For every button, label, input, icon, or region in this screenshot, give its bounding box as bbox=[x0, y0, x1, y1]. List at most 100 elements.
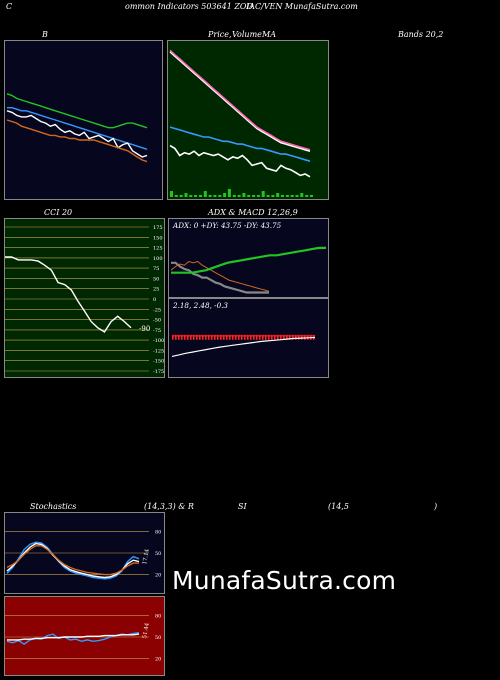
stochastics-tick-label: 50 bbox=[155, 551, 161, 557]
cci-tick-label: -100 bbox=[153, 338, 164, 344]
bollinger-series-3 bbox=[6, 119, 148, 163]
stochastics-panel: 80 50 20 17.14 bbox=[4, 512, 165, 594]
macd-histogram-bar bbox=[280, 334, 282, 340]
volume-bar bbox=[170, 191, 173, 197]
rsi-tick-label: 50 bbox=[155, 635, 161, 641]
volume-bar bbox=[295, 195, 299, 197]
macd-histogram-bar bbox=[229, 334, 231, 340]
macd-histogram-bar bbox=[301, 334, 303, 340]
volume-bar bbox=[271, 195, 275, 197]
macd-histogram-bar bbox=[283, 334, 285, 340]
volume-bar bbox=[276, 193, 280, 197]
bollinger-label: B bbox=[42, 30, 48, 39]
volume-bar bbox=[189, 195, 193, 197]
rsi-chart: 80 50 20 51.44 bbox=[5, 613, 161, 663]
macd-histogram-bar bbox=[226, 334, 228, 340]
macd-histogram-bar bbox=[292, 334, 294, 340]
macd-histogram-bar bbox=[241, 334, 243, 340]
volume-bar bbox=[252, 195, 256, 197]
volume-bar bbox=[218, 195, 222, 197]
rsi-tick-label: 80 bbox=[155, 613, 161, 619]
price-series-0 bbox=[169, 51, 311, 152]
volume-bar bbox=[179, 195, 183, 197]
macd-histogram-bar bbox=[253, 334, 255, 340]
title-part-1: C bbox=[6, 2, 13, 11]
cci-tick-label: -150 bbox=[153, 359, 164, 365]
cci-tick-label: -75 bbox=[153, 328, 161, 334]
rsi-current-label: 51.44 bbox=[142, 622, 151, 639]
volume-bar bbox=[300, 193, 304, 197]
stochastics-series-2 bbox=[6, 545, 139, 576]
macd-histogram-bar bbox=[235, 334, 237, 340]
adx-orange-series-0 bbox=[170, 260, 270, 292]
volume-bar bbox=[310, 195, 313, 197]
macd-histogram-bar bbox=[247, 334, 249, 340]
volume-bar bbox=[256, 195, 260, 197]
macd-histogram-bar bbox=[208, 334, 210, 340]
cci-tick-label: 100 bbox=[153, 256, 163, 262]
cci-tick-label: -25 bbox=[153, 307, 161, 313]
adx-macd-label: ADX & MACD 12,26,9 bbox=[208, 208, 298, 217]
volume-bar bbox=[281, 195, 284, 197]
volume-bar bbox=[199, 195, 202, 197]
volume-bar bbox=[266, 195, 270, 197]
macd-histogram-bar bbox=[277, 334, 279, 340]
macd-histogram-bar bbox=[193, 334, 195, 340]
stochastics-series-0 bbox=[6, 541, 140, 580]
volume-bar bbox=[261, 191, 265, 197]
macd-histogram-bar bbox=[244, 334, 246, 340]
macd-histogram-bar bbox=[214, 334, 216, 340]
volume-bar bbox=[203, 191, 207, 197]
volume-bar bbox=[227, 189, 231, 197]
rsi-series-1 bbox=[7, 633, 140, 641]
stochastics-series-1 bbox=[6, 542, 140, 579]
volume-bar bbox=[208, 195, 212, 197]
cci-tick-label: 75 bbox=[153, 266, 159, 272]
macd-histogram-bar bbox=[274, 334, 276, 340]
volume-label: Volume bbox=[232, 30, 262, 39]
price-label: Price, bbox=[208, 30, 232, 39]
rsi-close-label: ) bbox=[434, 502, 438, 511]
title-part-2: ommon Indicators 503641 ZOD bbox=[125, 2, 253, 11]
macd-histogram-bar bbox=[223, 334, 225, 340]
volume-bar bbox=[213, 195, 217, 197]
stochastics-chart: 80 50 20 17.14 bbox=[5, 529, 161, 580]
macd-histogram-bar bbox=[217, 334, 219, 340]
macd-histogram-bar bbox=[175, 334, 177, 340]
macd-histogram-bar bbox=[181, 334, 183, 340]
volume-bar bbox=[174, 195, 178, 197]
macd-histogram-bar bbox=[196, 334, 198, 340]
bollinger-series-2 bbox=[6, 110, 148, 158]
volume-bar bbox=[184, 193, 188, 197]
rsi-params-label: (14,5 bbox=[328, 502, 349, 511]
macd-title: 2.18, 2.48, -0.3 bbox=[172, 301, 228, 310]
adx-chart: ADX: 0 +DY: 43.75 -DY: 43.75 bbox=[170, 221, 326, 294]
adx-panel: ADX: 0 +DY: 43.75 -DY: 43.75 bbox=[168, 218, 329, 298]
cci-tick-label: -50 bbox=[153, 318, 161, 324]
stochastics-label: Stochastics bbox=[30, 502, 77, 511]
volume-bar bbox=[242, 193, 246, 197]
cci-tick-label: 0 bbox=[153, 297, 156, 303]
price-chart bbox=[169, 49, 313, 197]
ma-label: MA bbox=[262, 30, 276, 39]
cci-panel: 175 150 125 100 75 50 25 0 -25 -50 -75 -100 -125 -150… bbox=[4, 218, 165, 378]
volume-bar bbox=[247, 195, 251, 197]
cci-tick-label: 50 bbox=[153, 276, 159, 282]
macd-histogram-bar bbox=[289, 334, 291, 340]
macd-histogram-bar bbox=[268, 334, 270, 340]
macd-histogram-bar bbox=[172, 334, 174, 340]
cci-tick-label: -125 bbox=[153, 348, 164, 354]
volume-bar bbox=[285, 195, 289, 197]
watermark-text: MunafaSutra.com bbox=[172, 566, 397, 595]
macd-histogram-bar bbox=[250, 334, 252, 340]
rsi-series-0 bbox=[6, 632, 140, 646]
macd-histogram-bar bbox=[304, 334, 306, 340]
stochastics-tick-label: 20 bbox=[155, 573, 161, 579]
volume-bar bbox=[237, 195, 241, 197]
macd-histogram-bar bbox=[187, 334, 189, 340]
cci-label: CCI 20 bbox=[44, 208, 73, 217]
cci-tick-label: 125 bbox=[153, 246, 163, 252]
macd-series-0 bbox=[171, 336, 316, 357]
bollinger-series-0 bbox=[6, 93, 148, 129]
price-series-1 bbox=[169, 49, 311, 151]
